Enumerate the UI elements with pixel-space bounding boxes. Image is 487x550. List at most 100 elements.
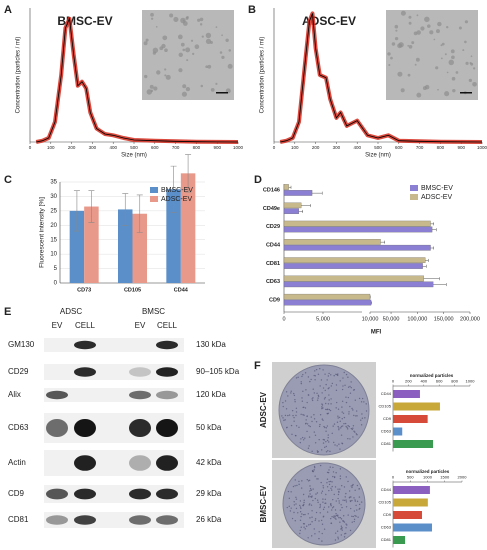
particle <box>337 536 339 538</box>
particle <box>298 483 300 486</box>
particle <box>321 392 323 394</box>
particle <box>313 392 316 394</box>
y-tick-label: CD49e <box>263 206 280 212</box>
particle <box>300 487 303 489</box>
particle <box>334 486 337 488</box>
particle <box>361 417 364 419</box>
bar <box>283 293 371 300</box>
x-tick-label: 1000 <box>423 475 433 480</box>
vesicle <box>413 31 418 36</box>
particle <box>297 512 299 514</box>
particle <box>312 499 314 502</box>
particle <box>335 513 337 515</box>
particle <box>300 507 302 510</box>
panel-label: F <box>254 360 261 372</box>
particle <box>304 528 306 530</box>
particle <box>353 414 355 417</box>
vesicle <box>165 74 171 80</box>
particle <box>300 515 302 518</box>
particle <box>306 401 308 404</box>
particle <box>326 425 329 427</box>
error-bar <box>423 277 440 281</box>
particle <box>308 496 310 498</box>
x-tick-label: 0 <box>273 145 276 150</box>
error-bar <box>432 228 437 232</box>
particle <box>326 486 329 488</box>
particle <box>306 430 308 433</box>
vesicle <box>397 71 403 77</box>
particle <box>311 398 313 400</box>
size-label: 42 kDa <box>196 458 222 467</box>
particle <box>319 503 321 506</box>
particle <box>330 517 332 520</box>
particle <box>340 518 343 520</box>
particle <box>323 506 326 508</box>
particle <box>356 434 358 436</box>
vesicle <box>207 64 212 69</box>
particle <box>345 396 347 398</box>
bar <box>283 275 424 282</box>
particle <box>298 426 300 429</box>
particle <box>360 501 363 503</box>
particle <box>353 518 356 521</box>
particle <box>301 397 303 399</box>
vesicle <box>219 51 223 54</box>
bar <box>283 244 431 251</box>
vesicle <box>228 49 232 52</box>
particle <box>338 500 340 502</box>
particle <box>303 406 305 408</box>
error-bar <box>422 264 427 268</box>
particle <box>348 490 351 492</box>
particle <box>317 373 320 376</box>
x-tick-label: CD105 <box>124 287 141 293</box>
particle <box>282 401 284 404</box>
particle <box>324 426 326 429</box>
particle <box>323 439 326 441</box>
error-bar <box>430 246 434 250</box>
particle <box>316 499 319 501</box>
particle <box>346 426 348 429</box>
particle <box>336 373 338 376</box>
vesicle <box>199 23 203 26</box>
vesicle <box>435 29 440 34</box>
particle <box>325 451 328 453</box>
particle <box>301 513 303 515</box>
particle <box>339 475 342 477</box>
particle <box>305 422 307 425</box>
particle <box>334 532 337 534</box>
particle <box>331 509 333 511</box>
particle <box>302 493 305 496</box>
particle <box>330 503 332 505</box>
particle <box>322 369 324 371</box>
bar <box>393 427 403 436</box>
x-tick-label: 900 <box>213 145 221 150</box>
particle <box>329 466 331 468</box>
particle <box>299 519 302 521</box>
size-line <box>36 17 239 143</box>
legend-swatch <box>410 194 418 200</box>
y-tick-label: 0 <box>54 281 58 287</box>
particle <box>326 478 329 480</box>
y-axis-label: Concentration (particles / ml) <box>260 37 266 114</box>
particle <box>314 442 317 444</box>
y-tick-label: 35 <box>50 180 57 186</box>
particle <box>314 370 316 372</box>
particle <box>309 517 311 519</box>
particle <box>311 495 313 497</box>
vesicle <box>464 20 469 24</box>
particle <box>292 414 294 417</box>
band <box>74 367 96 377</box>
particle <box>350 386 352 389</box>
vesicle <box>144 74 148 79</box>
particle <box>288 505 290 508</box>
vesicle <box>465 61 469 65</box>
particle <box>349 405 351 408</box>
particle <box>352 483 354 486</box>
particle <box>313 469 315 471</box>
x-tick-label: 600 <box>436 379 443 384</box>
panel-label: E <box>4 306 11 318</box>
vesicle <box>398 42 404 48</box>
size-label: 26 kDa <box>196 515 222 524</box>
vesicle <box>164 68 167 71</box>
particle <box>347 376 349 378</box>
